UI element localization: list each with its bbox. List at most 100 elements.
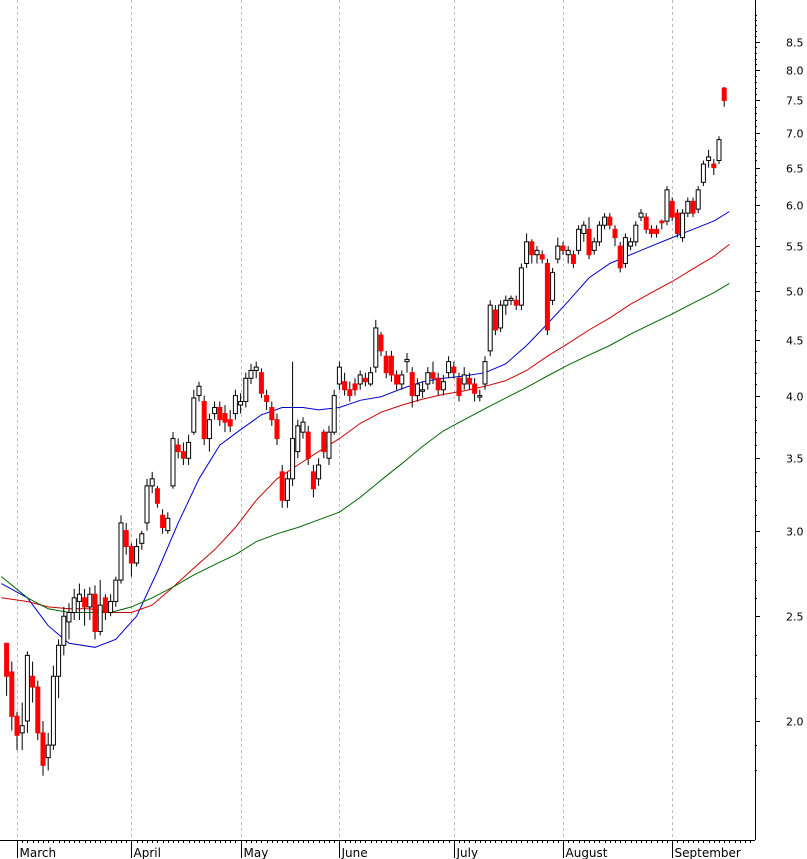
candle-body-up: [50, 675, 56, 746]
candle-body-down: [586, 228, 592, 256]
candle-body-down: [347, 389, 353, 397]
candle-body-down: [394, 374, 400, 385]
candle-body-down: [4, 642, 10, 677]
candle-body-up: [461, 374, 467, 385]
candle-body-up: [602, 216, 608, 226]
candle-body-down: [227, 419, 233, 427]
candle-body-up: [581, 224, 587, 234]
candle-body-down: [92, 593, 98, 633]
y-tick-label: 3.5: [786, 453, 804, 466]
candle-body-down: [669, 200, 675, 218]
candle-body-up: [45, 744, 51, 759]
candle-body-up: [503, 299, 509, 306]
candle-body-down: [9, 671, 15, 717]
candles: [4, 86, 727, 776]
candle-body-up: [680, 212, 686, 239]
candle-body-down: [539, 254, 545, 260]
candle-body-up: [232, 395, 238, 415]
candle-body-up: [56, 644, 62, 677]
candle-body-up: [238, 400, 244, 406]
candle-body-down: [711, 163, 717, 169]
y-tick-label: 6.5: [786, 163, 804, 176]
candle-body-up: [331, 395, 337, 433]
candle-body-down: [643, 216, 649, 230]
candle-body-up: [518, 267, 524, 306]
candle-body-up: [591, 241, 597, 251]
candle-body-down: [82, 597, 88, 608]
candle-body-down: [570, 254, 576, 264]
y-tick-label: 5.5: [786, 241, 804, 254]
candle-body-up: [108, 600, 114, 613]
candle-body-up: [404, 358, 410, 363]
candle-body-up: [477, 395, 483, 398]
candle-body-up: [144, 485, 150, 524]
candle-body-down: [310, 471, 316, 490]
candle-body-down: [40, 732, 46, 766]
moving-average-lines: [1, 211, 730, 648]
candle-body-down: [222, 413, 228, 423]
candle-body-down: [654, 228, 660, 234]
candle-body-up: [191, 397, 197, 433]
candle-body-down: [154, 488, 160, 504]
candle-body-up: [290, 438, 296, 480]
candle-body-down: [607, 216, 613, 226]
candle-body-up: [446, 361, 452, 374]
candle-body-up: [76, 593, 82, 602]
candle-body-down: [180, 451, 186, 459]
candle-body-up: [596, 224, 602, 243]
ma_long-line: [1, 282, 730, 613]
y-tick-label: 7.5: [786, 95, 804, 108]
candle-body-up: [295, 425, 301, 453]
candle-body-up: [664, 189, 670, 222]
candle-body-up: [284, 478, 290, 501]
candle-body-up: [524, 241, 530, 264]
candle-body-down: [472, 383, 478, 394]
candle-body-up: [414, 383, 420, 397]
month-gridlines: [17, 0, 673, 840]
candle-body-up: [149, 478, 155, 487]
candle-body-up: [576, 228, 582, 251]
x-month-label: March: [20, 846, 57, 859]
candle-body-down: [544, 262, 550, 331]
candle-body-down: [175, 444, 181, 453]
candle-body-up: [498, 304, 504, 329]
candle-body-up: [622, 237, 628, 264]
candle-body-down: [456, 377, 462, 397]
candle-body-up: [248, 369, 254, 379]
candle-body-up: [113, 579, 119, 602]
candle-body-up: [253, 366, 259, 371]
candle-body-down: [269, 406, 275, 421]
x-month-label: July: [456, 846, 479, 859]
candle-body-down: [529, 241, 535, 256]
candle-body-up: [336, 366, 342, 385]
candle-body-up: [638, 212, 644, 218]
candle-body-up: [19, 725, 25, 734]
candle-body-up: [326, 431, 332, 459]
candle-body-down: [492, 309, 498, 331]
candle-body-up: [206, 419, 212, 440]
candle-body-up: [628, 241, 634, 247]
candle-body-down: [321, 431, 327, 453]
y-tick-label: 3.0: [786, 526, 804, 539]
candle-body-up: [508, 297, 514, 301]
y-tick-label: 2.5: [786, 611, 804, 624]
candle-body-down: [648, 228, 654, 234]
ma_short-line: [1, 211, 730, 648]
candle-body-up: [700, 163, 706, 183]
candle-body-down: [466, 377, 472, 385]
y-tick-label: 4.0: [786, 391, 804, 404]
candle-body-down: [409, 372, 415, 397]
candle-body-up: [399, 374, 405, 385]
candle-body-up: [118, 522, 124, 581]
ma_mid-line: [1, 244, 730, 613]
candle-body-up: [565, 249, 571, 256]
candle-body-up: [300, 421, 306, 433]
candle-body-down: [451, 366, 457, 374]
candle-body-up: [685, 200, 691, 214]
candle-body-down: [264, 395, 270, 402]
candle-body-up: [425, 372, 431, 385]
candle-body-up: [368, 372, 374, 385]
y-tick-label: 8.5: [786, 37, 804, 50]
